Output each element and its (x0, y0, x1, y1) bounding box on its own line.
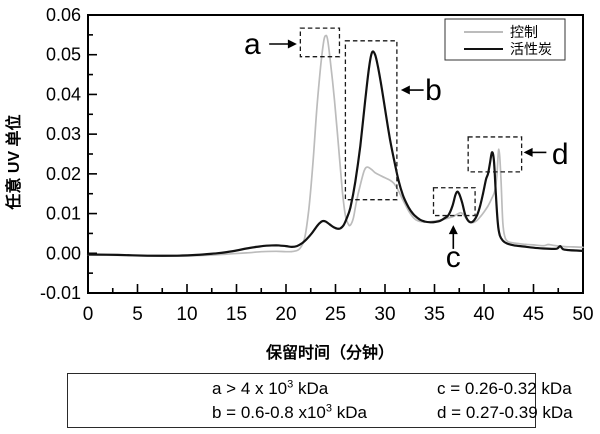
x-tick-label: 50 (572, 304, 593, 325)
x-axis-title: 保留时间（分钟） (265, 343, 394, 362)
annotation-label: b (425, 74, 442, 107)
axis-ticks (87, 14, 584, 294)
x-tick-label: 15 (226, 304, 247, 325)
x-tick-label: 40 (473, 304, 494, 325)
axis-tick-labels: 0 5 10 15 20 25 30 35 40 45 50 -0.01 0.00 0.01 0.02 0.0… (40, 5, 594, 325)
series-lines (86, 34, 585, 258)
x-tick-label: 5 (132, 304, 143, 325)
y-tick-label: 0.04 (46, 84, 81, 104)
plot-frame (87, 14, 584, 294)
peak-annotations: a b c d (244, 27, 569, 274)
annotation-arrowhead (287, 39, 297, 49)
info-line-b: b = 0.6-0.8 x103 kDa (212, 402, 367, 422)
x-tick-label: 20 (275, 304, 296, 325)
y-tick-label: 0.03 (46, 124, 81, 144)
x-tick-label: 30 (374, 304, 395, 325)
annotation-d: d (467, 136, 569, 173)
x-tick-label: 0 (83, 304, 94, 325)
annotation-arrowhead (523, 147, 533, 157)
annotation-box (432, 187, 476, 217)
y-tick-label: 0.02 (46, 164, 81, 184)
annotation-label: c (446, 241, 461, 274)
annotation-box (344, 40, 398, 201)
info-line-c: c = 0.26-0.32 kDa (436, 378, 572, 398)
y-tick-label: 0.01 (46, 204, 81, 224)
x-tick-label: 10 (176, 304, 197, 325)
annotation-arrowhead (448, 225, 458, 235)
annotation-label: d (552, 138, 569, 171)
annotation-box (299, 27, 341, 58)
y-tick-label: 0.00 (46, 243, 81, 263)
annotation-arrowhead (400, 85, 410, 95)
annotation-box (467, 136, 523, 173)
annotation-a: a (244, 27, 341, 61)
legend: 控制 活性炭 (444, 18, 566, 61)
x-tick-label: 35 (424, 304, 445, 325)
chromatogram-chart: 0 5 10 15 20 25 30 35 40 45 50 -0.01 0.00 0.01 0.02 0.0… (4, 5, 594, 362)
series-control-line (87, 34, 584, 258)
y-tick-label: -0.01 (40, 283, 81, 303)
legend-label-activated-carbon: 活性炭 (510, 41, 552, 57)
series-activated-carbon-line (86, 50, 585, 257)
y-tick-label: 0.05 (46, 45, 81, 65)
x-tick-label: 45 (523, 304, 544, 325)
annotation-label: a (244, 28, 261, 61)
x-tick-label: 25 (325, 304, 346, 325)
legend-label-control: 控制 (510, 24, 538, 40)
annotation-b: b (344, 40, 442, 201)
info-line-d: d = 0.27-0.39 kDa (436, 403, 573, 422)
molecular-weight-box: a > 4 x 103 kDa c = 0.26-0.32 kDa b = 0.… (67, 373, 573, 428)
y-tick-label: 0.06 (46, 5, 81, 25)
y-axis-title: 任意 UV 单位 (4, 114, 23, 210)
annotation-c: c (432, 187, 476, 274)
legend-frame (444, 18, 566, 61)
info-line-a: a > 4 x 103 kDa (212, 378, 329, 398)
